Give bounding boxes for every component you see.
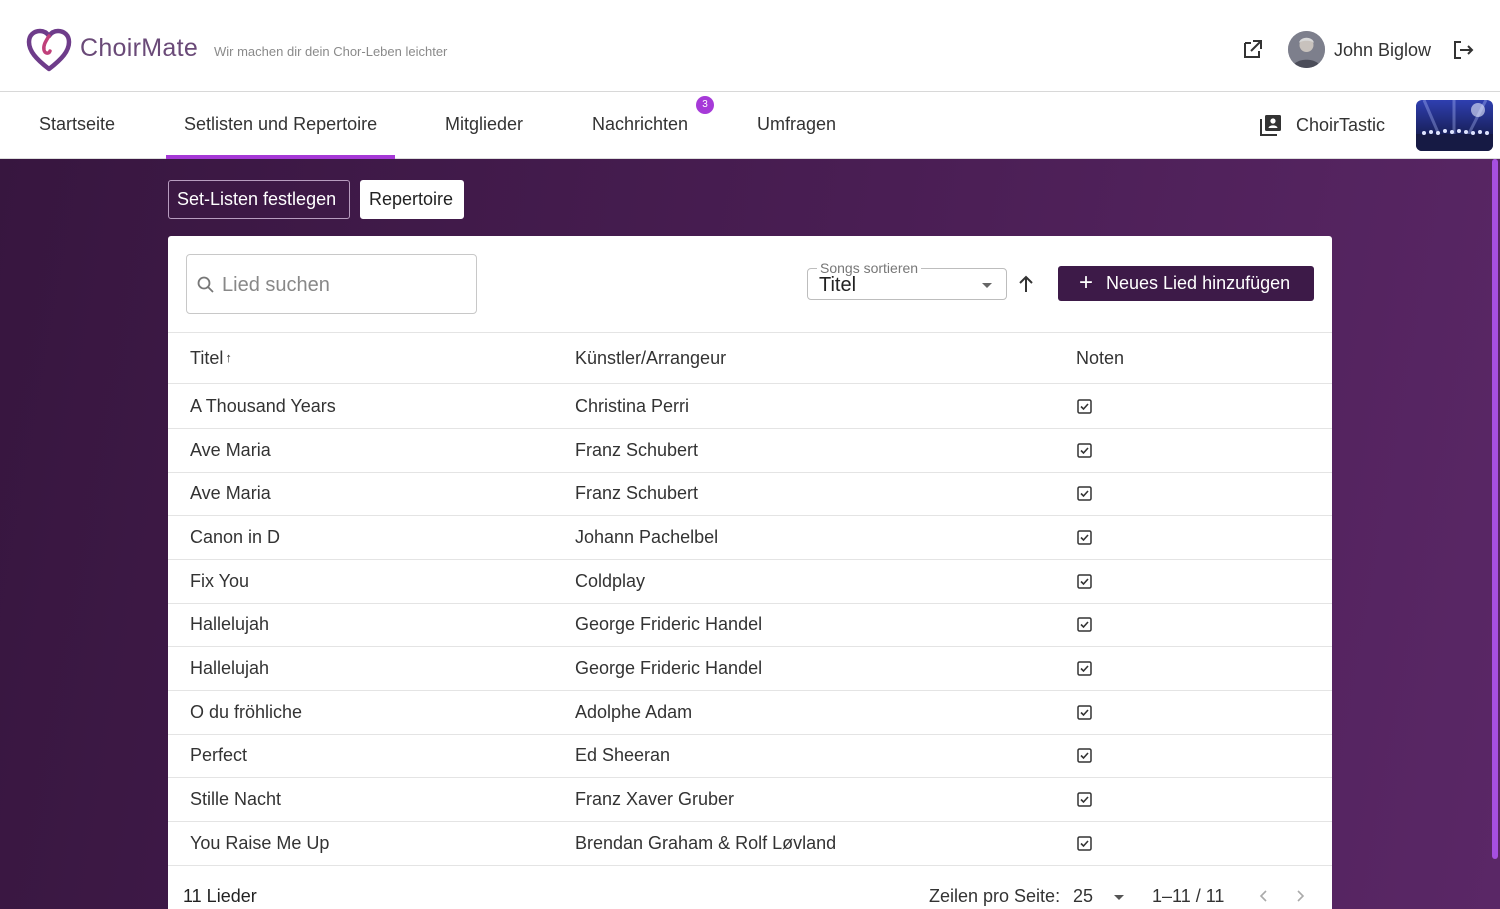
song-title-cell: Hallelujah	[190, 657, 270, 678]
tab-nachrichten[interactable]: Nachrichten	[592, 114, 689, 134]
song-title-cell: Perfect	[190, 745, 248, 766]
rows-per-page-label: Zeilen pro Seite:	[929, 886, 1061, 906]
previous-page-icon[interactable]	[1256, 886, 1272, 906]
table-row[interactable]: Fix You Coldplay	[168, 560, 1332, 604]
checkbox-checked-icon	[1077, 704, 1092, 720]
scrollbar-thumb[interactable]	[1492, 159, 1498, 859]
sort-direction-arrow-up-icon[interactable]	[1014, 272, 1038, 296]
song-title-cell: Stille Nacht	[190, 788, 282, 809]
rows-per-page-select[interactable]: 25	[1073, 886, 1094, 906]
unread-messages-badge: 3	[696, 96, 714, 114]
search-field[interactable]	[186, 254, 477, 314]
table-row[interactable]: Canon in D Johann Pachelbel	[168, 516, 1332, 560]
table-row[interactable]: Hallelujah George Frideric Handel	[168, 647, 1332, 691]
column-header-notes[interactable]: Noten	[1076, 348, 1125, 368]
repertoire-button[interactable]: Repertoire	[360, 180, 464, 219]
song-title-cell: O du fröhliche	[190, 701, 303, 722]
table-row[interactable]: Stille Nacht Franz Xaver Gruber	[168, 778, 1332, 822]
song-artist-cell: Ed Sheeran	[575, 745, 671, 766]
column-header-artist[interactable]: Künstler/Arrangeur	[575, 348, 727, 368]
sort-select-label: Songs sortieren	[817, 260, 922, 276]
tab-umfragen[interactable]: Umfragen	[757, 114, 837, 134]
next-page-icon[interactable]	[1292, 886, 1308, 906]
plus-icon: +	[1079, 269, 1094, 296]
song-count: 11 Lieder	[183, 886, 257, 906]
open-external-icon[interactable]	[1240, 38, 1264, 62]
table-row[interactable]: O du fröhliche Adolphe Adam	[168, 691, 1332, 735]
tab-setlisten-und-repertoire[interactable]: Setlisten und Repertoire	[165, 93, 396, 159]
rows-per-page-caret-icon[interactable]	[1114, 895, 1124, 900]
column-header-title[interactable]: Titel ↑	[190, 348, 232, 369]
checkbox-checked-icon	[1077, 661, 1092, 676]
song-artist-cell: Christina Perri	[575, 396, 690, 416]
song-title-cell: A Thousand Years	[190, 396, 336, 416]
main-content: Set-Listen festlegen Repertoire Songs so…	[0, 159, 1500, 909]
dropdown-caret-icon	[982, 283, 992, 288]
add-song-label: Neues Lied hinzufügen	[1106, 273, 1291, 293]
table-row[interactable]: Ave Maria Franz Schubert	[168, 472, 1332, 517]
table-row[interactable]: Ave Maria Franz Schubert	[168, 429, 1332, 473]
tab-mitglieder[interactable]: Mitglieder	[445, 114, 524, 134]
checkbox-checked-icon	[1077, 442, 1092, 458]
checkbox-checked-icon	[1077, 617, 1092, 632]
choirmate-logo-icon[interactable]	[26, 28, 72, 72]
brand-name: ChoirMate	[80, 34, 199, 62]
song-artist-cell: Franz Schubert	[575, 439, 699, 460]
tab-startseite[interactable]: Startseite	[39, 114, 116, 134]
song-artist-cell: George Frideric Handel	[575, 614, 763, 635]
checkbox-checked-icon	[1077, 792, 1092, 807]
song-title-cell: Hallelujah	[190, 614, 270, 635]
user-name[interactable]: John Biglow	[1334, 40, 1432, 60]
song-title-cell: You Raise Me Up	[190, 832, 330, 853]
checkbox-checked-icon	[1077, 399, 1092, 414]
song-title-cell: Ave Maria	[190, 483, 271, 504]
top-header: ChoirMate Wir machen dir dein Chor-Leben…	[0, 0, 1500, 92]
choir-name[interactable]: ChoirTastic	[1296, 115, 1386, 135]
song-artist-cell: Coldplay	[575, 570, 646, 591]
choir-library-icon[interactable]	[1260, 114, 1282, 136]
column-header-title-label: Titel	[190, 348, 224, 368]
table-row[interactable]: A Thousand Years Christina Perri	[168, 385, 1332, 429]
song-title-cell: Ave Maria	[190, 439, 271, 460]
user-avatar[interactable]	[1288, 31, 1325, 68]
song-title-cell: Fix You	[190, 570, 250, 591]
table-row[interactable]: Hallelujah George Frideric Handel	[168, 603, 1332, 648]
song-artist-cell: Johann Pachelbel	[575, 526, 719, 547]
main-navigation: Startseite Setlisten und Repertoire Mitg…	[0, 93, 1500, 159]
choir-image[interactable]	[1416, 100, 1493, 151]
table-header: Titel ↑ Künstler/Arrangeur Noten	[168, 332, 1332, 384]
setlists-button[interactable]: Set-Listen festlegen	[168, 180, 350, 219]
table-row[interactable]: Perfect Ed Sheeran	[168, 734, 1332, 779]
logout-icon[interactable]	[1451, 38, 1475, 62]
checkbox-checked-icon	[1077, 530, 1092, 545]
checkbox-checked-icon	[1077, 486, 1092, 502]
repertoire-card: Songs sortieren Titel + Neues Lied hinzu…	[168, 236, 1332, 909]
song-artist-cell: Adolphe Adam	[575, 701, 693, 722]
sort-select-value: Titel	[819, 274, 857, 296]
tagline: Wir machen dir dein Chor-Leben leichter	[214, 44, 448, 59]
add-song-button[interactable]: + Neues Lied hinzufügen	[1058, 266, 1314, 301]
song-title-cell: Canon in D	[190, 526, 281, 547]
search-icon	[197, 276, 214, 293]
song-artist-cell: Franz Xaver Gruber	[575, 788, 735, 809]
checkbox-checked-icon	[1077, 573, 1092, 589]
pagination-range: 1–11 / 11	[1152, 886, 1225, 906]
sort-select[interactable]: Songs sortieren Titel	[807, 260, 1007, 300]
table-row[interactable]: You Raise Me Up Brendan Graham & Rolf Løv…	[168, 822, 1332, 866]
song-artist-cell: Brendan Graham & Rolf Løvland	[575, 832, 837, 853]
sort-arrow-up-icon: ↑	[225, 350, 232, 365]
checkbox-checked-icon	[1077, 748, 1092, 763]
song-artist-cell: George Frideric Handel	[575, 657, 763, 678]
checkbox-checked-icon	[1077, 835, 1092, 851]
song-artist-cell: Franz Schubert	[575, 483, 699, 504]
search-input[interactable]	[222, 269, 462, 301]
